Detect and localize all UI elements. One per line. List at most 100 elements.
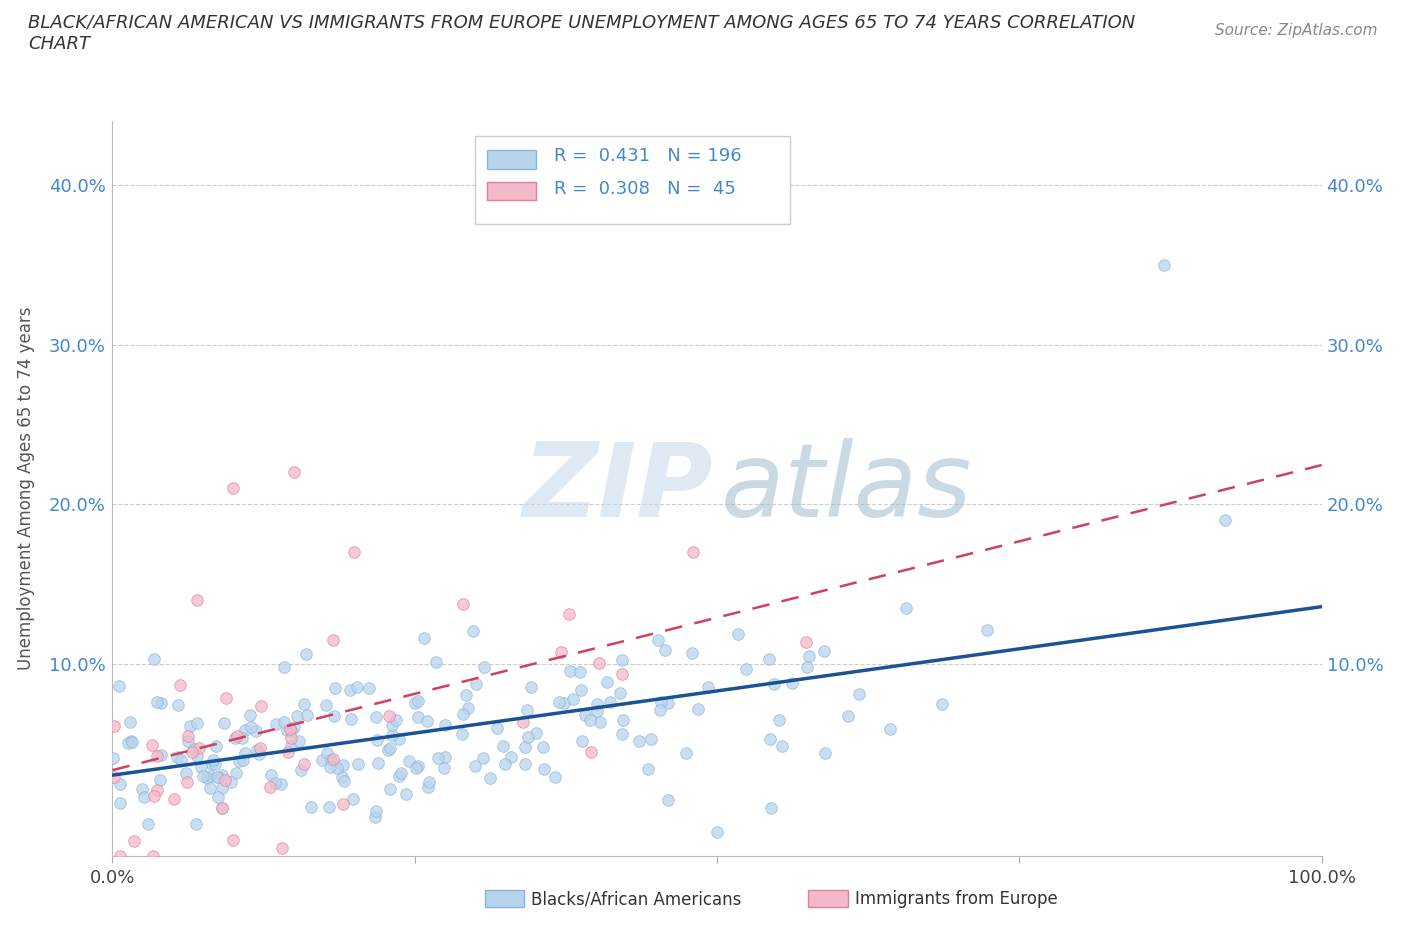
Point bbox=[142, 848, 165, 863]
Point bbox=[149, 747, 172, 762]
Point bbox=[204, 756, 226, 771]
Point bbox=[190, 760, 212, 775]
Point bbox=[471, 751, 494, 765]
Y-axis label: Unemployment Among Ages 65 to 74 years: Unemployment Among Ages 65 to 74 years bbox=[17, 307, 35, 670]
Point bbox=[325, 680, 347, 695]
Point bbox=[896, 600, 918, 615]
Point bbox=[201, 753, 224, 768]
Point bbox=[198, 769, 221, 784]
Point bbox=[426, 751, 449, 765]
Point bbox=[264, 776, 287, 790]
Point bbox=[579, 713, 602, 728]
Point bbox=[454, 688, 477, 703]
Point bbox=[451, 596, 474, 611]
FancyBboxPatch shape bbox=[475, 136, 790, 224]
Point bbox=[342, 792, 364, 807]
Point bbox=[418, 774, 440, 789]
Point bbox=[122, 834, 145, 849]
Point bbox=[162, 791, 184, 806]
Point bbox=[136, 817, 159, 831]
Point bbox=[675, 746, 697, 761]
Point bbox=[292, 757, 315, 772]
Point bbox=[131, 782, 153, 797]
Point bbox=[273, 714, 295, 729]
Point bbox=[101, 751, 124, 765]
Point bbox=[627, 734, 650, 749]
Point bbox=[640, 731, 662, 746]
Point bbox=[179, 719, 201, 734]
Point bbox=[381, 728, 404, 743]
Point bbox=[315, 698, 337, 712]
Point bbox=[280, 731, 302, 746]
Point bbox=[332, 758, 354, 773]
Point bbox=[110, 795, 132, 810]
Point bbox=[398, 753, 420, 768]
Point bbox=[121, 735, 143, 750]
Point bbox=[378, 709, 401, 724]
Point bbox=[340, 711, 363, 726]
Point bbox=[515, 703, 537, 718]
Point bbox=[249, 740, 271, 755]
Point bbox=[212, 716, 235, 731]
Point bbox=[211, 780, 233, 795]
Text: Blacks/African Americans: Blacks/African Americans bbox=[531, 890, 742, 909]
Point bbox=[599, 695, 621, 710]
Point bbox=[174, 766, 197, 781]
Point bbox=[120, 733, 142, 748]
Point bbox=[177, 729, 200, 744]
Point bbox=[224, 731, 246, 746]
Point bbox=[187, 741, 209, 756]
Point bbox=[799, 649, 821, 664]
Point bbox=[609, 685, 631, 700]
Point bbox=[696, 680, 718, 695]
Point bbox=[176, 775, 198, 790]
Point bbox=[759, 801, 782, 816]
Point bbox=[813, 644, 835, 658]
Point bbox=[381, 717, 404, 732]
Point bbox=[330, 769, 353, 784]
Point bbox=[569, 682, 592, 697]
Point bbox=[517, 729, 540, 744]
Point bbox=[280, 724, 302, 738]
Point bbox=[588, 656, 610, 671]
Point bbox=[322, 751, 344, 766]
Point bbox=[117, 736, 139, 751]
Point bbox=[560, 663, 582, 678]
Point bbox=[343, 545, 366, 560]
Point bbox=[167, 698, 190, 712]
Point bbox=[461, 624, 484, 639]
Point bbox=[322, 632, 344, 647]
Point bbox=[558, 606, 581, 621]
Point bbox=[276, 722, 298, 737]
Point bbox=[259, 779, 281, 794]
Point bbox=[568, 664, 591, 679]
Point bbox=[524, 725, 547, 740]
Point bbox=[682, 545, 704, 560]
Point bbox=[637, 762, 659, 777]
Point bbox=[759, 732, 782, 747]
Point bbox=[245, 723, 267, 737]
Point bbox=[464, 677, 486, 692]
Point bbox=[205, 739, 228, 754]
Point bbox=[418, 779, 440, 794]
Point bbox=[233, 745, 256, 760]
Point bbox=[215, 691, 238, 706]
Point bbox=[108, 679, 131, 694]
Point bbox=[612, 727, 634, 742]
Point bbox=[388, 768, 411, 783]
Point bbox=[879, 722, 901, 737]
Point bbox=[231, 730, 253, 745]
Point bbox=[457, 701, 479, 716]
Point bbox=[318, 759, 340, 774]
Point bbox=[222, 832, 245, 847]
Point bbox=[143, 789, 166, 804]
Text: R =  0.431   N = 196: R = 0.431 N = 196 bbox=[554, 147, 741, 166]
Point bbox=[571, 733, 593, 748]
Point bbox=[758, 651, 780, 666]
Point bbox=[735, 661, 758, 676]
Point bbox=[366, 732, 388, 747]
Point bbox=[141, 737, 163, 752]
Point bbox=[211, 801, 233, 816]
Point bbox=[295, 646, 318, 661]
Text: atlas: atlas bbox=[721, 438, 972, 538]
